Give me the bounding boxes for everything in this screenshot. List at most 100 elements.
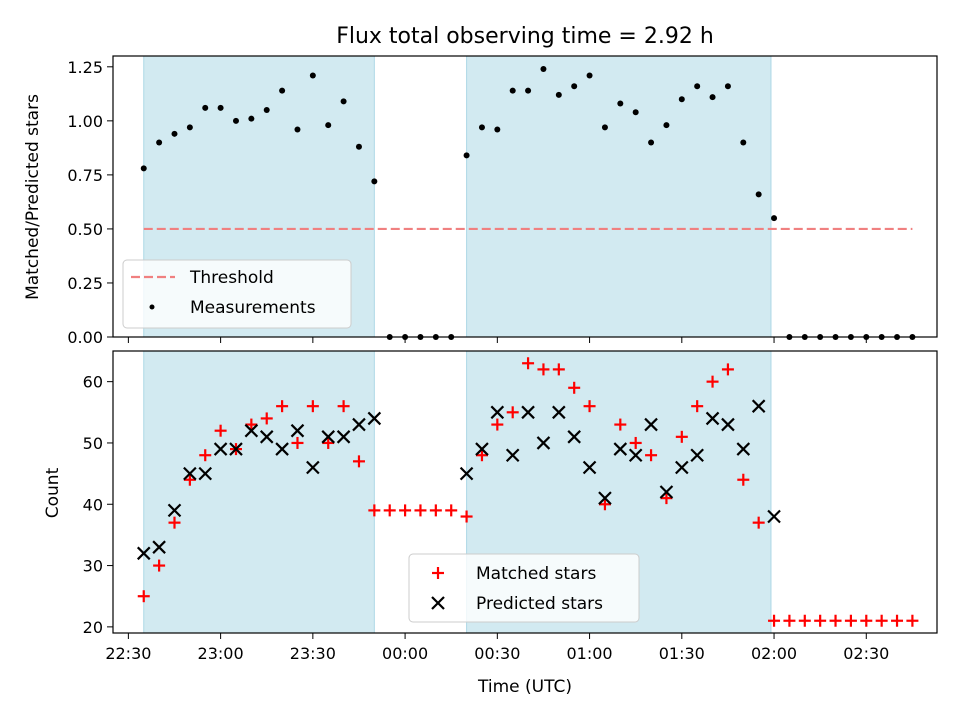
matched-star-point bbox=[721, 363, 734, 376]
predicted-star-point bbox=[167, 503, 182, 518]
matched-star-point bbox=[706, 375, 719, 388]
matched-star-point bbox=[199, 449, 212, 462]
predicted-star-point bbox=[490, 405, 505, 420]
matched-star-point bbox=[906, 614, 919, 627]
predicted-star-point bbox=[613, 442, 628, 456]
matched-star-point bbox=[783, 614, 796, 627]
predicted-star-point bbox=[690, 448, 704, 462]
measurement-point bbox=[248, 115, 255, 122]
measurement-point bbox=[202, 104, 209, 111]
matched-star-point bbox=[552, 363, 565, 376]
x-tick-label: 02:00 bbox=[751, 644, 797, 663]
top-legend: Threshold Measurements bbox=[122, 259, 352, 329]
measurement-point bbox=[355, 143, 362, 150]
measurement-point bbox=[371, 178, 378, 185]
matched-star-point bbox=[583, 400, 596, 413]
matched-star-point bbox=[860, 614, 873, 627]
x-axis-label: Time (UTC) bbox=[477, 677, 572, 697]
matched-star-point bbox=[568, 381, 581, 394]
measurement-point bbox=[340, 98, 347, 105]
matched-star-point bbox=[522, 357, 535, 370]
predicted-star-point bbox=[582, 460, 597, 475]
matched-star-point bbox=[214, 424, 227, 437]
measurement-point bbox=[494, 126, 501, 133]
matched-star-point bbox=[245, 418, 258, 431]
measurement-point bbox=[294, 126, 301, 133]
predicted-star-point bbox=[306, 460, 320, 475]
predicted-star-point bbox=[736, 442, 751, 456]
x-tick-label: 23:00 bbox=[198, 644, 244, 663]
predicted-star-point bbox=[675, 460, 689, 475]
measurement-point bbox=[525, 87, 532, 94]
matched-star-point bbox=[153, 559, 166, 572]
measurement-point bbox=[463, 152, 470, 159]
figure-title: Flux total observing time = 2.92 h bbox=[336, 24, 714, 49]
matched-star-point bbox=[491, 418, 504, 431]
predicted-star-point bbox=[751, 399, 766, 413]
matched-star-point bbox=[276, 400, 289, 413]
matched-star-point bbox=[814, 614, 827, 627]
matched-star-point bbox=[737, 473, 750, 486]
measurement-point bbox=[617, 100, 624, 107]
predicted-star-point bbox=[244, 423, 259, 438]
predicted-star-point bbox=[598, 491, 612, 505]
measurement-point bbox=[309, 72, 316, 79]
x-tick-label: 23:30 bbox=[290, 644, 336, 663]
measurement-point bbox=[740, 139, 747, 146]
measurement-point bbox=[232, 117, 239, 124]
measurement-point bbox=[663, 122, 670, 129]
top-y-tick-label: 0.00 bbox=[67, 328, 103, 347]
legend-measurements-swatch bbox=[149, 304, 155, 310]
measurement-point bbox=[279, 87, 286, 94]
top-y-tick-label: 0.25 bbox=[67, 274, 103, 293]
bottom-y-axis-label: Count bbox=[43, 467, 63, 518]
measurement-point bbox=[648, 139, 655, 146]
matched-star-point bbox=[891, 614, 904, 627]
matched-star-point bbox=[829, 614, 842, 627]
bottom-legend-box bbox=[408, 553, 640, 623]
bottom-axes: 20 30 40 50 60 22:30 23:00 23:30 00:00 00:30 01:00… bbox=[83, 350, 938, 663]
matched-star-point bbox=[614, 418, 627, 431]
predicted-star-point bbox=[213, 442, 228, 456]
measurement-point bbox=[140, 165, 147, 172]
predicted-star-point bbox=[198, 466, 213, 481]
matched-star-point bbox=[168, 516, 181, 529]
x-tick-label: 22:30 bbox=[105, 644, 151, 663]
legend-matched-label: Matched stars bbox=[476, 564, 596, 584]
matched-star-point bbox=[675, 430, 688, 443]
matched-star-point bbox=[399, 504, 412, 517]
predicted-star-point bbox=[229, 442, 243, 456]
matched-star-point bbox=[352, 455, 365, 468]
matched-star-point bbox=[798, 614, 811, 627]
bottom-y-tick-label: 20 bbox=[83, 618, 103, 637]
top-legend-box bbox=[122, 259, 352, 329]
matched-star-point bbox=[306, 400, 319, 413]
matched-star-point bbox=[183, 473, 196, 486]
matched-star-point bbox=[291, 436, 304, 449]
top-observing-span bbox=[466, 55, 772, 338]
top-y-tick-label: 1.00 bbox=[67, 112, 103, 131]
top-y-tick-label: 1.25 bbox=[67, 58, 103, 77]
measurement-point bbox=[601, 124, 608, 131]
matched-star-point bbox=[414, 504, 427, 517]
matched-star-point bbox=[645, 449, 658, 462]
matched-star-point bbox=[875, 614, 888, 627]
predicted-star-point bbox=[321, 430, 336, 444]
bottom-y-tick-label: 50 bbox=[83, 434, 103, 453]
bottom-y-tick-label: 60 bbox=[83, 373, 103, 392]
predicted-star-point bbox=[183, 466, 197, 481]
top-axes: 0.00 0.25 0.50 0.75 1.00 1.25 Threshold Measure… bbox=[67, 55, 938, 347]
predicted-star-point bbox=[352, 417, 366, 432]
predicted-star-point bbox=[259, 430, 274, 444]
predicted-star-point bbox=[290, 423, 305, 438]
x-tick-label: 01:00 bbox=[567, 644, 613, 663]
measurement-point bbox=[571, 83, 578, 90]
top-axes-frame bbox=[112, 55, 938, 338]
top-y-axis-label: Matched/Predicted stars bbox=[23, 94, 43, 300]
matched-star-point bbox=[537, 363, 550, 376]
matched-star-point bbox=[460, 510, 473, 523]
measurement-point bbox=[755, 191, 762, 198]
matched-star-point bbox=[660, 492, 673, 505]
measurement-point bbox=[586, 72, 593, 79]
